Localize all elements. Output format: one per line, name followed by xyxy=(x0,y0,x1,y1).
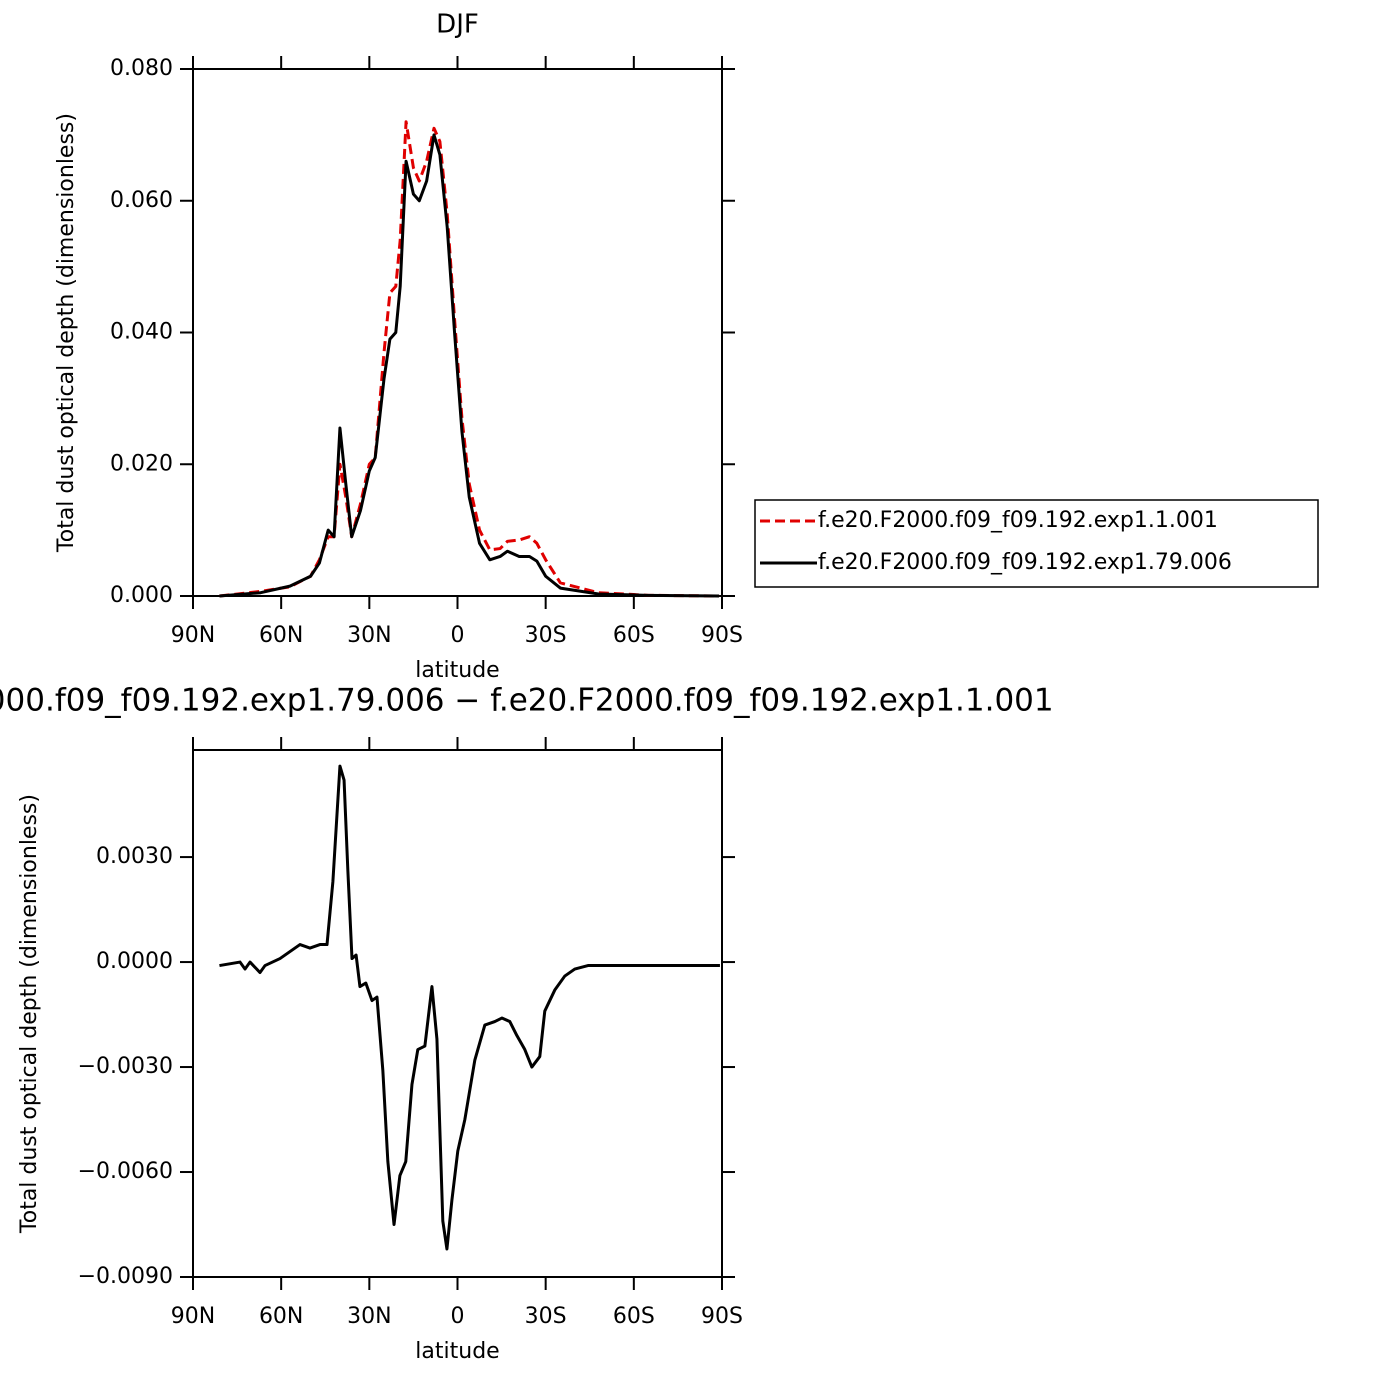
plot-frame xyxy=(192,68,723,597)
legend-label: f.e20.F2000.f09_f09.192.exp1.79.006 xyxy=(818,550,1232,575)
x-tick-label: 0 xyxy=(451,623,465,648)
x-tick-label: 60N xyxy=(259,1304,303,1329)
chart-title: f.e20.F2000.f09_f09.192.exp1.79.006 − f.… xyxy=(0,683,1054,719)
y-tick-label: 0.0030 xyxy=(96,844,173,869)
data-line xyxy=(219,120,720,598)
y-axis-label: Total dust optical depth (dimensionless) xyxy=(17,794,42,1234)
y-tick-label: −0.0030 xyxy=(78,1054,173,1079)
data-line xyxy=(219,764,720,1251)
y-tick-label: 0.040 xyxy=(110,320,173,345)
x-tick-label: 30N xyxy=(347,623,391,648)
y-tick-label: −0.0060 xyxy=(78,1159,173,1184)
x-tick-label: 30S xyxy=(525,1304,567,1329)
y-tick-label: 0.0000 xyxy=(96,949,173,974)
x-tick-label: 90N xyxy=(171,623,215,648)
legend-box xyxy=(754,499,1319,588)
y-tick-label: 0.000 xyxy=(110,583,173,608)
x-tick-label: 0 xyxy=(451,1304,465,1329)
x-axis-label: latitude xyxy=(415,658,499,683)
x-axis-label: latitude xyxy=(415,1339,499,1364)
x-tick-label: 60S xyxy=(613,623,655,648)
chart-title: DJF xyxy=(436,10,479,40)
x-tick-label: 90S xyxy=(701,623,743,648)
y-tick-label: 0.020 xyxy=(110,451,173,476)
x-tick-label: 90N xyxy=(171,1304,215,1329)
y-axis-label: Total dust optical depth (dimensionless) xyxy=(54,113,79,553)
x-tick-label: 30S xyxy=(525,623,567,648)
x-tick-label: 30N xyxy=(347,1304,391,1329)
y-tick-label: 0.060 xyxy=(110,188,173,213)
x-tick-label: 60S xyxy=(613,1304,655,1329)
legend-label: f.e20.F2000.f09_f09.192.exp1.1.001 xyxy=(818,508,1218,533)
y-tick-label: −0.0090 xyxy=(78,1264,173,1289)
plot-frame xyxy=(192,749,723,1278)
x-tick-label: 60N xyxy=(259,623,303,648)
y-tick-label: 0.080 xyxy=(110,56,173,81)
x-tick-label: 90S xyxy=(701,1304,743,1329)
data-line xyxy=(219,133,720,598)
